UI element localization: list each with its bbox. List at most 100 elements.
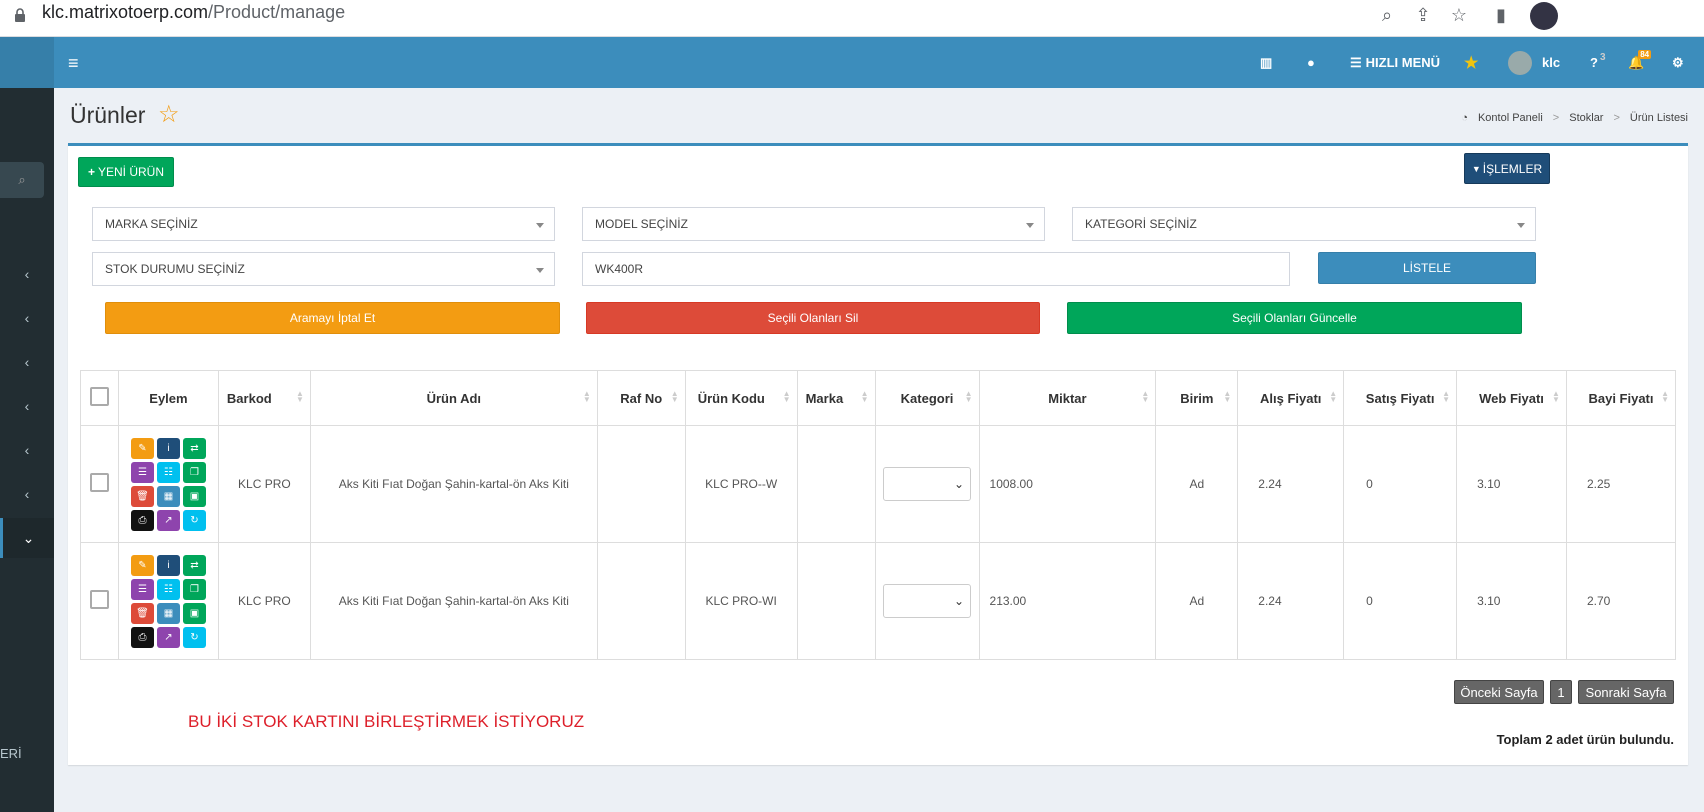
col-miktar[interactable]: Miktar ▲ ▼ <box>978 370 1157 426</box>
row-checkbox[interactable] <box>89 473 109 492</box>
sidebar-bottom-label[interactable]: ERİ <box>0 746 22 761</box>
col-marka[interactable]: Marka ▲ ▼ <box>796 370 876 426</box>
logo-area[interactable] <box>0 37 54 88</box>
info-icon[interactable]: i <box>156 554 180 576</box>
chevron-left-icon: ‹ <box>24 398 30 414</box>
help-button[interactable]: ? 3 <box>1590 52 1606 70</box>
update-selected-button[interactable]: Seçili Olanları Güncelle <box>1067 302 1522 334</box>
bookmark-star-icon[interactable]: ☆ <box>1450 4 1468 25</box>
alis-fiyati-cell[interactable]: 2.24 <box>1237 425 1345 543</box>
image-icon[interactable]: ▣ <box>182 485 206 507</box>
col-web-fiyati[interactable]: Web Fiyatı ▲ ▼ <box>1456 370 1567 426</box>
sidebar-item-3[interactable]: ‹ <box>0 342 54 382</box>
sidebar-item-6[interactable]: ‹ <box>0 474 54 514</box>
print-icon[interactable]: ⎙ <box>130 509 154 531</box>
row-select-cell[interactable] <box>80 425 119 543</box>
list-icon[interactable]: ☰ <box>130 461 154 483</box>
trash-icon[interactable]: 🗑 <box>130 602 154 624</box>
new-product-button[interactable]: + YENİ ÜRÜN <box>78 157 174 187</box>
web-fiyati-cell[interactable]: 3.10 <box>1456 425 1567 543</box>
sidebar-item-2[interactable]: ‹ <box>0 298 54 338</box>
favorites-star-icon[interactable]: ★ <box>1464 54 1479 72</box>
cancel-search-button[interactable]: Aramayı İptal Et <box>105 302 560 334</box>
sidebar-item-4[interactable]: ‹ <box>0 386 54 426</box>
quick-menu-button[interactable]: ☰ HIZLI MENÜ <box>1350 54 1441 71</box>
page-number-button[interactable]: 1 <box>1550 680 1572 704</box>
marka-cell <box>796 542 876 660</box>
profile-avatar-icon[interactable] <box>1530 2 1558 30</box>
trash-icon[interactable]: 🗑 <box>130 485 154 507</box>
miktar-cell[interactable]: 1008.00 <box>978 425 1157 543</box>
share-icon[interactable]: ⇪ <box>1415 4 1431 25</box>
refresh-icon[interactable]: ↻ <box>182 509 206 531</box>
model-select[interactable]: MODEL SEÇİNİZ <box>582 207 1045 241</box>
list-alt-icon[interactable]: ☷ <box>156 461 180 483</box>
select-all-cell[interactable] <box>80 370 119 426</box>
notifications-bell-icon[interactable]: 🔔 84 <box>1628 50 1652 70</box>
list-button[interactable]: LİSTELE <box>1318 252 1536 284</box>
url-text[interactable]: klc.matrixotoerp.com/Product/manage <box>42 2 346 22</box>
info-icon[interactable]: i <box>156 437 180 459</box>
col-kategori[interactable]: Kategori ▲ ▼ <box>874 370 980 426</box>
row-checkbox[interactable] <box>89 590 109 609</box>
barcode-grid-icon[interactable]: ▦ <box>156 485 180 507</box>
edit-icon[interactable]: ✎ <box>130 554 154 576</box>
col-barkod[interactable]: Barkod ▲ ▼ <box>217 370 311 426</box>
breadcrumb-item[interactable]: Stoklar <box>1569 112 1604 124</box>
transfer-icon[interactable]: ⇄ <box>182 437 206 459</box>
category-select[interactable]: KATEGORİ SEÇİNİZ <box>1072 207 1536 241</box>
col-birim[interactable]: Birim ▲ ▼ <box>1155 370 1239 426</box>
row-select-cell[interactable] <box>80 542 119 660</box>
sidebar-item-stoklar[interactable]: ⌄ <box>0 518 54 558</box>
share-icon[interactable]: ↗ <box>156 626 180 648</box>
col-alis-fiyati[interactable]: Alış Fiyatı ▲ ▼ <box>1237 370 1345 426</box>
kategori-select[interactable]: ⌄ <box>883 584 972 618</box>
share-icon[interactable]: ↗ <box>156 509 180 531</box>
col-raf-no[interactable]: Raf No ▲ ▼ <box>596 370 686 426</box>
sidebar-item-1[interactable]: ‹ <box>0 254 54 294</box>
hamburger-menu-icon[interactable]: ≡ <box>68 53 79 73</box>
transfer-icon[interactable]: ⇄ <box>182 554 206 576</box>
stock-status-select[interactable]: STOK DURUMU SEÇİNİZ <box>92 252 555 286</box>
print-icon[interactable]: ⎙ <box>130 626 154 648</box>
miktar-cell[interactable]: 213.00 <box>978 542 1157 660</box>
col-urun-kodu[interactable]: Ürün Kodu ▲ ▼ <box>684 370 798 426</box>
sidebar-search-icon[interactable]: ⌕ <box>0 162 44 198</box>
refresh-icon[interactable]: ↻ <box>182 626 206 648</box>
user-menu[interactable]: klc <box>1508 37 1560 88</box>
zoom-icon[interactable]: ⌕ <box>1381 4 1393 25</box>
kategori-select[interactable]: ⌄ <box>883 467 972 501</box>
actions-dropdown-button[interactable]: ▼ İŞLEMLER <box>1464 153 1550 184</box>
bayi-fiyati-cell[interactable]: 2.70 <box>1565 542 1677 660</box>
select-all-checkbox[interactable] <box>89 387 109 406</box>
sidebar-item-5[interactable]: ‹ <box>0 430 54 470</box>
satis-fiyati-cell[interactable]: 0 <box>1343 542 1458 660</box>
list-icon[interactable]: ☰ <box>130 578 154 600</box>
brand-select[interactable]: MARKA SEÇİNİZ <box>92 207 555 241</box>
edit-icon[interactable]: ✎ <box>130 437 154 459</box>
alis-fiyati-cell[interactable]: 2.24 <box>1237 542 1345 660</box>
settings-gears-icon[interactable]: ⚙ <box>1672 54 1684 70</box>
favorite-star-icon[interactable]: ☆ <box>158 101 180 128</box>
dashboard-icon: ◔ <box>1461 112 1468 124</box>
user-icon[interactable]: ● <box>1307 55 1315 70</box>
copy-icon[interactable]: ❐ <box>182 578 206 600</box>
copy-icon[interactable]: ❐ <box>182 461 206 483</box>
col-bayi-fiyati[interactable]: Bayi Fiyatı ▲ ▼ <box>1565 370 1677 426</box>
list-alt-icon[interactable]: ☷ <box>156 578 180 600</box>
web-fiyati-cell[interactable]: 3.10 <box>1456 542 1567 660</box>
bayi-fiyati-cell[interactable]: 2.25 <box>1565 425 1677 543</box>
next-page-button[interactable]: Sonraki Sayfa <box>1578 680 1674 704</box>
satis-fiyati-cell[interactable]: 0 <box>1343 425 1458 543</box>
search-input[interactable]: WK400R <box>582 252 1290 286</box>
col-urun-adi[interactable]: Ürün Adı ▲ ▼ <box>309 370 598 426</box>
image-icon[interactable]: ▣ <box>182 602 206 624</box>
barcode-icon[interactable]: ▥ <box>1260 54 1273 70</box>
barcode-grid-icon[interactable]: ▦ <box>156 602 180 624</box>
sidepanel-icon[interactable]: ▮ <box>1496 4 1506 25</box>
prev-page-button[interactable]: Önceki Sayfa <box>1454 680 1544 704</box>
delete-selected-button[interactable]: Seçili Olanları Sil <box>586 302 1040 334</box>
chevron-left-icon: ‹ <box>24 486 30 502</box>
breadcrumb-item[interactable]: Kontol Paneli <box>1477 112 1543 124</box>
col-satis-fiyati[interactable]: Satış Fiyatı ▲ ▼ <box>1343 370 1458 426</box>
